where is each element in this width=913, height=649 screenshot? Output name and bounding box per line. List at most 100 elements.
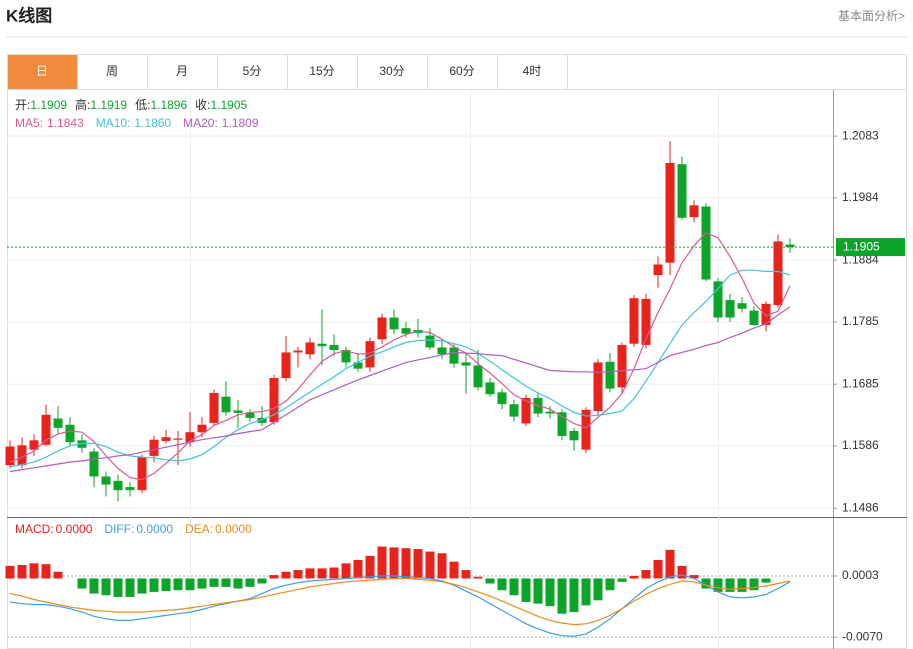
tab-label[interactable]: 30分 (379, 64, 404, 78)
tab-label[interactable]: 5分 (243, 64, 262, 78)
legend-value: 1.1860 (134, 116, 171, 130)
macd-bar (341, 563, 351, 579)
candle-body (713, 281, 723, 318)
candle-body (593, 362, 603, 412)
tab-label[interactable]: 日 (36, 64, 48, 78)
macd-bar (185, 578, 195, 591)
macd-bar (161, 578, 171, 592)
candle-body (65, 424, 75, 443)
candle-body (197, 424, 207, 433)
candle-body (341, 349, 351, 363)
macd-bar (749, 578, 759, 591)
macd-bar (305, 568, 315, 579)
candle-body (473, 365, 483, 388)
macd-bar (53, 571, 63, 579)
macd-bar (389, 547, 399, 579)
macd-bar (629, 575, 639, 579)
indicator-line (9, 574, 791, 638)
tab[interactable] (7, 54, 78, 90)
candle-body (113, 480, 123, 491)
candle-body (161, 437, 171, 441)
candle-body (293, 350, 303, 353)
candle-body (353, 362, 363, 369)
legend-value: 0.0000 (56, 522, 93, 536)
y-tick-label: 1.1785 (842, 314, 879, 328)
y-tick-label: 1.1685 (842, 376, 879, 390)
macd-bar (137, 578, 147, 594)
tab-label[interactable]: 60分 (449, 64, 474, 78)
tab-label[interactable]: 4时 (523, 64, 542, 78)
legend-value: 0.0000 (215, 522, 252, 536)
macd-legend: MACD: 0.0000 DIFF: 0.0000 DEA: 0.0000 (15, 522, 252, 536)
info-label: 开: (15, 98, 30, 112)
candle-body (269, 377, 279, 423)
macd-bar (17, 565, 27, 579)
candle-body (245, 412, 255, 418)
candle-body (581, 409, 591, 450)
macd-bar (557, 578, 567, 614)
macd-bar (449, 561, 459, 579)
macd-bar (29, 563, 39, 579)
y-tick-label: 0.0003 (842, 568, 879, 582)
candle-body (737, 303, 747, 309)
info-value: 1.1896 (150, 98, 187, 112)
candle-body (365, 341, 375, 368)
tab-label[interactable]: 月 (176, 64, 188, 78)
candle-body (725, 300, 735, 318)
tab[interactable] (77, 54, 148, 90)
tab[interactable] (147, 54, 218, 90)
candle-body (773, 241, 783, 306)
macd-bar (5, 565, 15, 579)
legend-label: MA20: (183, 116, 218, 130)
ma-legend: MA5: 1.1843 MA10: 1.1860 MA20: 1.1809 (15, 116, 259, 130)
candle-body (17, 445, 27, 466)
legend-value: 0.0000 (136, 522, 173, 536)
macd-bar (569, 578, 579, 613)
candle-body (125, 487, 135, 491)
macd-bar (677, 565, 687, 579)
candle-body (545, 411, 555, 414)
candle-body (497, 392, 507, 405)
candle-body (305, 342, 315, 355)
legend-label: MA5: (15, 116, 43, 130)
macd-bar (221, 578, 231, 587)
macd-bar (425, 551, 435, 579)
macd-bar (113, 578, 123, 597)
macd-bar (485, 578, 495, 584)
candle-body (389, 317, 399, 330)
macd-bar (281, 571, 291, 579)
legend-label: MA10: (96, 116, 131, 130)
macd-bar (533, 578, 543, 604)
macd-bar (173, 578, 183, 591)
indicator-line (9, 231, 791, 481)
macd-bar (497, 578, 507, 591)
macd-bar (413, 549, 423, 579)
candle-body (41, 414, 51, 445)
tab-label[interactable]: 周 (106, 64, 118, 78)
candle-body (209, 392, 219, 423)
candle-body (677, 164, 687, 218)
candle-body (329, 344, 339, 350)
macd-bar (89, 578, 99, 594)
macd-bar (713, 578, 723, 592)
macd-bar (401, 548, 411, 579)
candle-body (281, 352, 291, 378)
candle-body (617, 344, 627, 388)
macd-bar (377, 546, 387, 579)
candle-body (173, 438, 183, 440)
macd-bar (101, 578, 111, 596)
candle-body (605, 361, 615, 389)
info-value: 1.1905 (210, 98, 247, 112)
analysis-link[interactable]: 基本面分析> (838, 9, 905, 23)
tab[interactable] (287, 54, 358, 90)
macd-bar (353, 559, 363, 579)
candle-body (689, 205, 699, 218)
macd-bar (653, 559, 663, 579)
candle-body (185, 432, 195, 443)
candle-body (149, 439, 159, 456)
macd-bar (617, 578, 627, 582)
tab-label[interactable]: 15分 (309, 64, 334, 78)
candle-body (761, 303, 771, 326)
tab[interactable] (497, 54, 568, 90)
